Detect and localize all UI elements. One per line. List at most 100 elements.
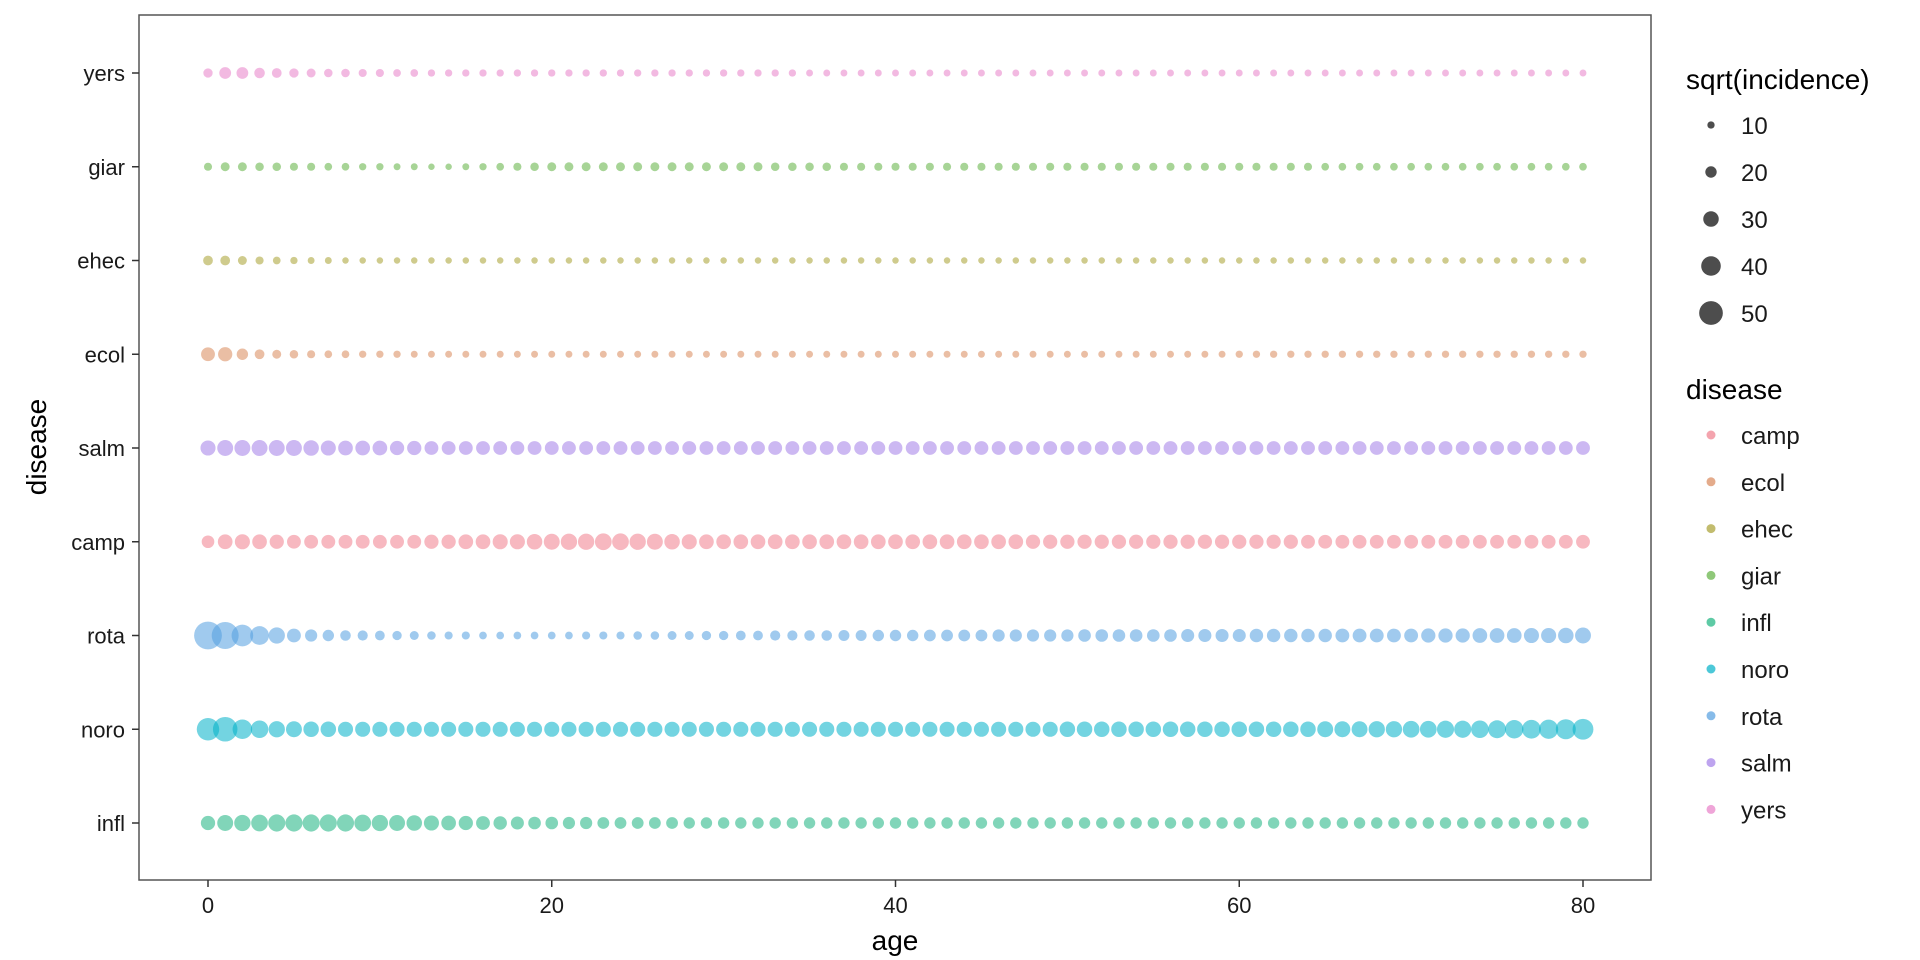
- point-giar: [1527, 162, 1536, 171]
- point-ehec: [1528, 257, 1535, 264]
- point-yers: [685, 69, 693, 77]
- point-salm: [940, 441, 954, 455]
- point-ehec: [1493, 257, 1501, 264]
- point-ehec: [1218, 257, 1226, 264]
- point-camp: [1455, 534, 1470, 549]
- point-giar: [410, 163, 418, 171]
- size-legend-key: [1703, 211, 1719, 227]
- point-ehec: [754, 257, 762, 264]
- point-giar: [1183, 162, 1192, 171]
- point-rota: [1112, 629, 1126, 642]
- point-infl: [1371, 817, 1383, 829]
- point-ehec: [1562, 257, 1570, 264]
- point-ecol: [359, 350, 367, 358]
- point-rota: [718, 630, 729, 641]
- point-ehec: [961, 257, 968, 264]
- point-rota: [975, 629, 988, 642]
- point-infl: [1164, 817, 1177, 829]
- point-ehec: [203, 255, 213, 266]
- point-salm: [682, 441, 697, 455]
- point-ehec: [376, 257, 384, 264]
- point-camp: [1146, 534, 1161, 549]
- point-infl: [1113, 817, 1125, 829]
- point-yers: [513, 69, 522, 77]
- point-noro: [1351, 721, 1368, 738]
- point-giar: [1372, 162, 1381, 171]
- point-salm: [355, 440, 371, 456]
- point-giar: [1441, 162, 1450, 171]
- color-legend-key: [1706, 711, 1716, 721]
- point-ecol: [1287, 350, 1295, 358]
- point-giar: [1114, 162, 1123, 171]
- point-camp: [939, 534, 955, 550]
- data-points: [194, 67, 1594, 832]
- point-yers: [651, 69, 659, 77]
- point-rota: [340, 630, 351, 641]
- point-rota: [923, 629, 936, 642]
- point-infl: [510, 816, 524, 830]
- point-ecol: [1081, 350, 1089, 358]
- point-camp: [407, 534, 422, 549]
- point-rota: [650, 631, 660, 640]
- point-infl: [906, 817, 919, 829]
- point-giar: [1166, 162, 1175, 171]
- point-rota: [770, 630, 781, 641]
- point-giar: [359, 163, 367, 171]
- point-ecol: [1321, 350, 1329, 358]
- point-yers: [634, 69, 642, 77]
- point-ecol: [702, 350, 710, 358]
- point-noro: [750, 721, 766, 737]
- point-giar: [788, 162, 797, 172]
- point-salm: [802, 441, 817, 455]
- point-salm: [234, 440, 251, 456]
- point-ehec: [1304, 257, 1312, 264]
- y-tick-label: ecol: [85, 342, 125, 367]
- point-ecol: [393, 350, 401, 358]
- point-ehec: [1476, 257, 1484, 264]
- point-salm: [579, 441, 594, 455]
- point-yers: [1527, 69, 1535, 77]
- point-yers: [1304, 69, 1312, 77]
- point-infl: [1542, 817, 1555, 829]
- point-salm: [200, 440, 216, 456]
- point-infl: [821, 817, 833, 829]
- point-salm: [424, 441, 439, 455]
- point-rota: [701, 630, 712, 641]
- point-ecol: [289, 349, 299, 359]
- point-infl: [1147, 817, 1160, 829]
- point-infl: [406, 815, 422, 831]
- point-giar: [581, 162, 591, 172]
- point-camp: [1163, 534, 1178, 549]
- point-salm: [716, 441, 731, 455]
- point-giar: [1338, 162, 1347, 171]
- point-giar: [1269, 162, 1278, 171]
- point-ecol: [1235, 350, 1243, 358]
- point-noro: [1231, 721, 1247, 737]
- point-yers: [462, 69, 470, 77]
- point-ecol: [1527, 350, 1536, 358]
- point-rota: [1044, 629, 1057, 642]
- point-rota: [1249, 628, 1264, 643]
- point-noro: [956, 721, 972, 737]
- point-yers: [203, 68, 213, 78]
- point-yers: [616, 69, 625, 77]
- point-camp: [1111, 534, 1127, 549]
- point-infl: [1078, 817, 1091, 829]
- point-yers: [254, 67, 265, 79]
- point-ehec: [857, 257, 865, 264]
- point-yers: [393, 69, 401, 77]
- point-ehec: [1339, 257, 1346, 264]
- point-ehec: [342, 257, 349, 264]
- point-salm: [389, 440, 405, 456]
- point-salm: [320, 440, 336, 456]
- point-infl: [1096, 817, 1108, 829]
- point-infl: [302, 814, 320, 832]
- point-camp: [870, 534, 886, 550]
- point-infl: [423, 815, 439, 831]
- point-giar: [445, 163, 452, 170]
- point-camp: [1369, 534, 1384, 549]
- point-noro: [1488, 720, 1507, 739]
- point-noro: [733, 721, 749, 737]
- point-salm: [1369, 441, 1384, 455]
